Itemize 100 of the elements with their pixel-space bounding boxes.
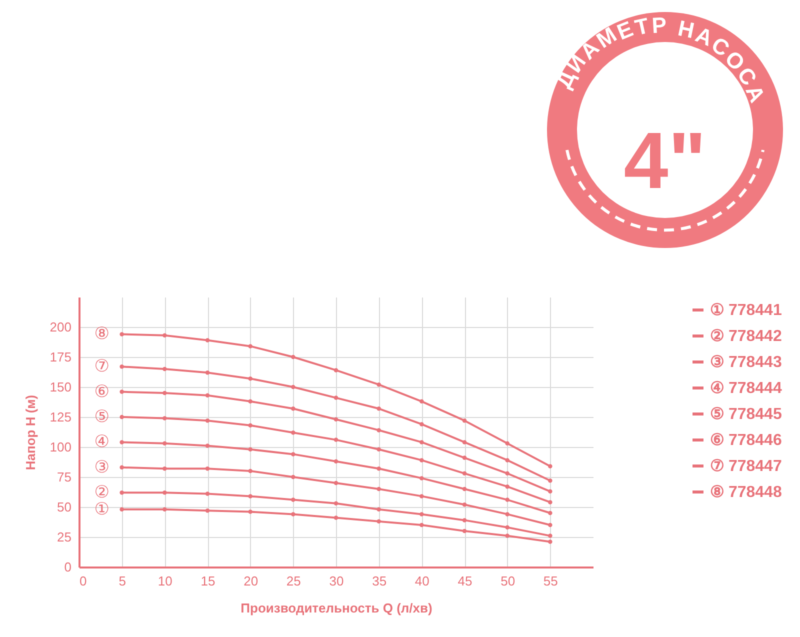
point: [548, 510, 552, 516]
point: [462, 518, 467, 522]
point: [205, 393, 210, 398]
y-axis-title: Напор H (м): [22, 394, 38, 470]
point: [248, 494, 252, 498]
point: [291, 498, 296, 502]
point: [334, 480, 338, 486]
point: [334, 459, 338, 464]
point: [291, 406, 296, 411]
x-tick-label: 0: [80, 574, 87, 588]
point: [505, 498, 510, 502]
point: [162, 507, 167, 512]
point: [291, 452, 296, 456]
legend-label: ② 778442: [710, 328, 782, 345]
point: [420, 399, 424, 404]
point: [334, 438, 338, 442]
point: [548, 522, 552, 528]
y-tick-label: 100: [50, 440, 72, 454]
point: [120, 465, 124, 470]
x-tick-label: 15: [200, 574, 216, 588]
y-tick-label: 25: [57, 530, 72, 544]
point: [334, 396, 338, 400]
point: [376, 406, 381, 411]
x-tick-label: 40: [414, 574, 430, 588]
point: [120, 390, 124, 394]
point: [420, 512, 424, 516]
point: [462, 440, 467, 444]
point: [334, 417, 338, 422]
y-tick-label: 200: [50, 320, 72, 334]
point: [162, 416, 167, 420]
y-tick-label: 125: [50, 410, 72, 424]
point: [548, 464, 552, 468]
point: [120, 490, 124, 495]
point: [334, 501, 338, 506]
point: [205, 418, 210, 423]
y-tick-label: 175: [50, 350, 72, 364]
point: [420, 494, 424, 498]
point: [420, 522, 424, 528]
legend-label: ⑤ 778445: [710, 406, 782, 423]
point: [120, 364, 124, 369]
point: [248, 447, 252, 452]
x-tick-label: 30: [329, 574, 344, 588]
point: [162, 466, 167, 471]
x-tick-label: 45: [458, 574, 472, 588]
point: [462, 502, 467, 507]
point: [120, 332, 124, 336]
y-tick-label: 75: [57, 470, 72, 484]
point: [376, 507, 381, 512]
point: [548, 534, 552, 538]
point: [505, 525, 510, 530]
x-tick-label: 25: [286, 574, 301, 588]
point: [376, 447, 381, 452]
point: [205, 338, 210, 342]
y-tick-label: 50: [57, 500, 72, 514]
point: [291, 512, 296, 516]
point: [120, 507, 124, 512]
x-tick-label: 35: [372, 574, 387, 588]
point: [420, 422, 424, 426]
point: [505, 484, 510, 489]
point: [162, 390, 167, 396]
point: [376, 519, 381, 524]
x-tick-label: 55: [543, 574, 558, 588]
point: [162, 366, 167, 372]
legend-label: ③ 778443: [710, 354, 782, 371]
point: [420, 458, 424, 462]
point: [462, 528, 467, 534]
annotation: ⑧: [94, 324, 110, 344]
point: [376, 486, 381, 492]
point: [505, 534, 510, 538]
point: [248, 468, 252, 474]
annotation: ③: [94, 457, 110, 478]
point: [334, 516, 338, 520]
point: [162, 490, 167, 495]
point: [376, 382, 381, 387]
legend-label: ① 778441: [710, 302, 782, 319]
point: [162, 333, 167, 338]
legend-label: ⑦ 778447: [710, 458, 782, 475]
point: [420, 440, 424, 444]
point: [548, 500, 552, 504]
x-axis-title: Производительность Q (л/хв): [240, 600, 432, 616]
point: [462, 418, 467, 423]
annotation: ⑥: [94, 382, 110, 402]
point: [376, 466, 381, 471]
point: [248, 376, 252, 381]
point: [462, 456, 467, 460]
point: [462, 486, 467, 492]
point: [205, 444, 210, 448]
legend-label: ⑥ 778446: [710, 432, 782, 449]
annotation: ⑤: [94, 407, 110, 427]
point: [505, 458, 510, 462]
point: [291, 354, 296, 360]
annotation: ⑦: [94, 356, 110, 377]
point: [162, 441, 167, 446]
point: [462, 471, 467, 476]
point: [291, 430, 296, 435]
x-tick-label: 10: [158, 574, 172, 588]
y-tick-label: 150: [50, 380, 72, 394]
point: [548, 478, 552, 483]
point: [248, 423, 252, 428]
point: [505, 471, 510, 476]
